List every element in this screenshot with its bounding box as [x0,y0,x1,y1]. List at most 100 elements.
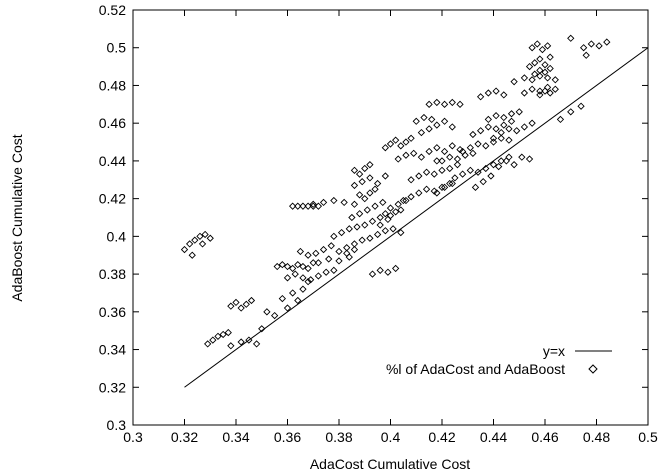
scatter-point [507,110,516,118]
scatter-point [325,255,333,263]
scatter-point [543,42,552,50]
scatter-point [440,100,449,108]
scatter-point [551,76,559,84]
y-tick-label: 0.32 [99,379,126,395]
x-tick-label: 0.36 [274,429,301,445]
scatter-point [258,325,266,333]
scatter-point [252,340,261,348]
scatter-point [319,198,328,207]
scatter-point [361,221,369,229]
scatter-point [525,62,534,71]
scatter-point [386,140,395,148]
scatter-point [422,185,431,193]
scatter-point [546,64,554,73]
scatter-point [482,142,490,150]
scatter-point [309,200,317,208]
scatter-point [541,61,549,69]
scatter-point [355,191,364,199]
scatter-point [366,174,374,182]
scatter-point [476,93,485,101]
scatter-point [497,134,505,142]
scatter-point [487,172,495,180]
scatter-point [546,89,554,97]
scatter-point [394,155,402,163]
scatter-point [299,274,307,282]
scatter-point [567,34,575,42]
y-tick-label: 0.36 [99,304,126,320]
scatter-point [373,179,382,188]
scatter-point [430,170,438,178]
scatter-point [456,100,464,108]
scatter-point [407,176,415,184]
scatter-point [502,157,511,165]
scatter-point [551,85,559,93]
scatter-point [283,304,292,312]
scatter-point [299,202,307,210]
legend-label-scatter: %l of AdaCost and AdaBoost [386,361,565,377]
scatter-point [343,244,351,252]
scatter-point [327,242,335,250]
scatter-point [489,138,498,146]
scatter-point [368,217,377,225]
scatter-point [425,125,433,133]
scatter-point [350,166,359,174]
scatter-point [453,155,462,163]
scatter-point [505,153,513,161]
scatter-point [191,236,199,244]
scatter-point [513,127,521,135]
scatter-point [543,74,552,82]
scatter-point [304,264,312,273]
scatter-point [278,294,286,303]
scatter-point [314,259,323,267]
x-tick-label: 0.48 [583,429,610,445]
scatter-point [376,266,384,274]
x-axis-label: AdaCost Cumulative Cost [310,456,470,472]
scatter-point [446,179,454,188]
y-axis-label: AdaBoost Cumulative Cost [9,134,25,301]
scatter-point [330,232,338,241]
scatter-point [381,210,389,218]
scatter-point [505,136,513,144]
scatter-point [180,245,189,254]
x-tick-label: 0.46 [531,429,558,445]
scatter-point [399,196,408,205]
scatter-point [528,119,536,127]
scatter-point [350,245,359,254]
scatter-point [410,149,418,158]
y-tick-label: 0.48 [99,77,126,93]
scatter-point [582,51,590,59]
scatter-point [224,328,232,337]
x-tick-label: 0.34 [222,429,249,445]
scatter-point [273,262,281,271]
scatter-point [538,45,547,54]
scatter-point [291,270,299,278]
scatter-point [263,308,271,316]
y-tick-label: 0.52 [99,2,126,18]
scatter-point [415,189,423,197]
scatter-point [500,121,508,129]
scatter-point [392,264,400,273]
scatter-point [541,87,549,95]
scatter-point [392,208,400,216]
scatter-point [381,144,389,152]
series-layer [180,34,649,388]
scatter-point [209,336,217,344]
scatter-point [299,285,307,293]
scatter-point [484,115,492,124]
scatter-point [361,194,369,203]
scatter-point [489,161,498,169]
scatter-point [433,121,441,129]
scatter-point [448,142,456,150]
scatter-point [389,225,397,233]
x-tick-label: 0.42 [428,429,455,445]
scatter-point [438,157,446,165]
scatter-point [425,100,433,108]
scatter-point [492,87,500,95]
scatter-point [397,228,405,237]
scatter-point [510,161,518,169]
scatter-point [294,202,302,210]
scatter-point [466,166,474,174]
scatter-point [227,302,235,310]
scatter-point [304,251,312,259]
